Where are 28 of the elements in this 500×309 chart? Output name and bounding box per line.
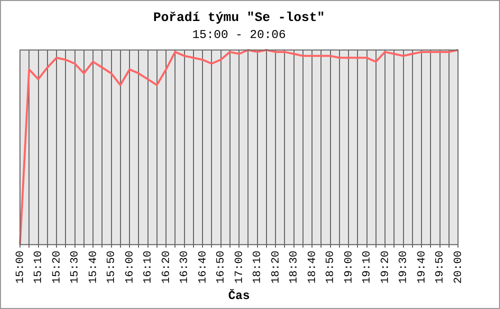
x-tick-label: 20:00 [452, 250, 465, 284]
x-tick-label: 19:40 [416, 250, 428, 284]
x-tick-label: 19:10 [362, 250, 374, 284]
x-tick-label: 19:00 [343, 250, 356, 284]
x-tick-label: 15:10 [33, 250, 46, 284]
x-tick-label: 18:10 [252, 250, 264, 284]
x-tick-label: 15:30 [70, 250, 82, 284]
x-tick-label: 18:40 [306, 250, 319, 284]
x-tick-label: 15:20 [51, 250, 64, 284]
x-tick-label: 18:20 [270, 250, 282, 284]
x-tick-label: 16:40 [197, 250, 210, 284]
x-tick-label: 16:50 [216, 250, 228, 284]
x-tick-label: 15:50 [106, 250, 118, 284]
x-tick-label: 15:00 [14, 250, 27, 284]
x-tick-label: 18:30 [288, 250, 301, 284]
x-tick-label: 16:10 [142, 250, 155, 284]
x-tick-label: 19:20 [380, 250, 392, 284]
x-tick-label: 18:50 [325, 250, 338, 284]
x-tick-label: 15:40 [88, 250, 100, 284]
x-tick-label: 19:50 [434, 250, 447, 284]
chart-subtitle: 15:00 - 20:06 [192, 28, 286, 42]
x-tick-label: 16:30 [179, 250, 192, 284]
x-tick-label: 16:20 [160, 250, 173, 284]
x-tick-label: 17:00 [234, 250, 246, 284]
x-axis-title: Čas [228, 288, 250, 303]
x-tick-label: 19:30 [398, 250, 410, 284]
x-tick-label: 16:00 [124, 250, 136, 284]
chart-title: Pořadí týmu "Se -lost" [153, 10, 325, 26]
